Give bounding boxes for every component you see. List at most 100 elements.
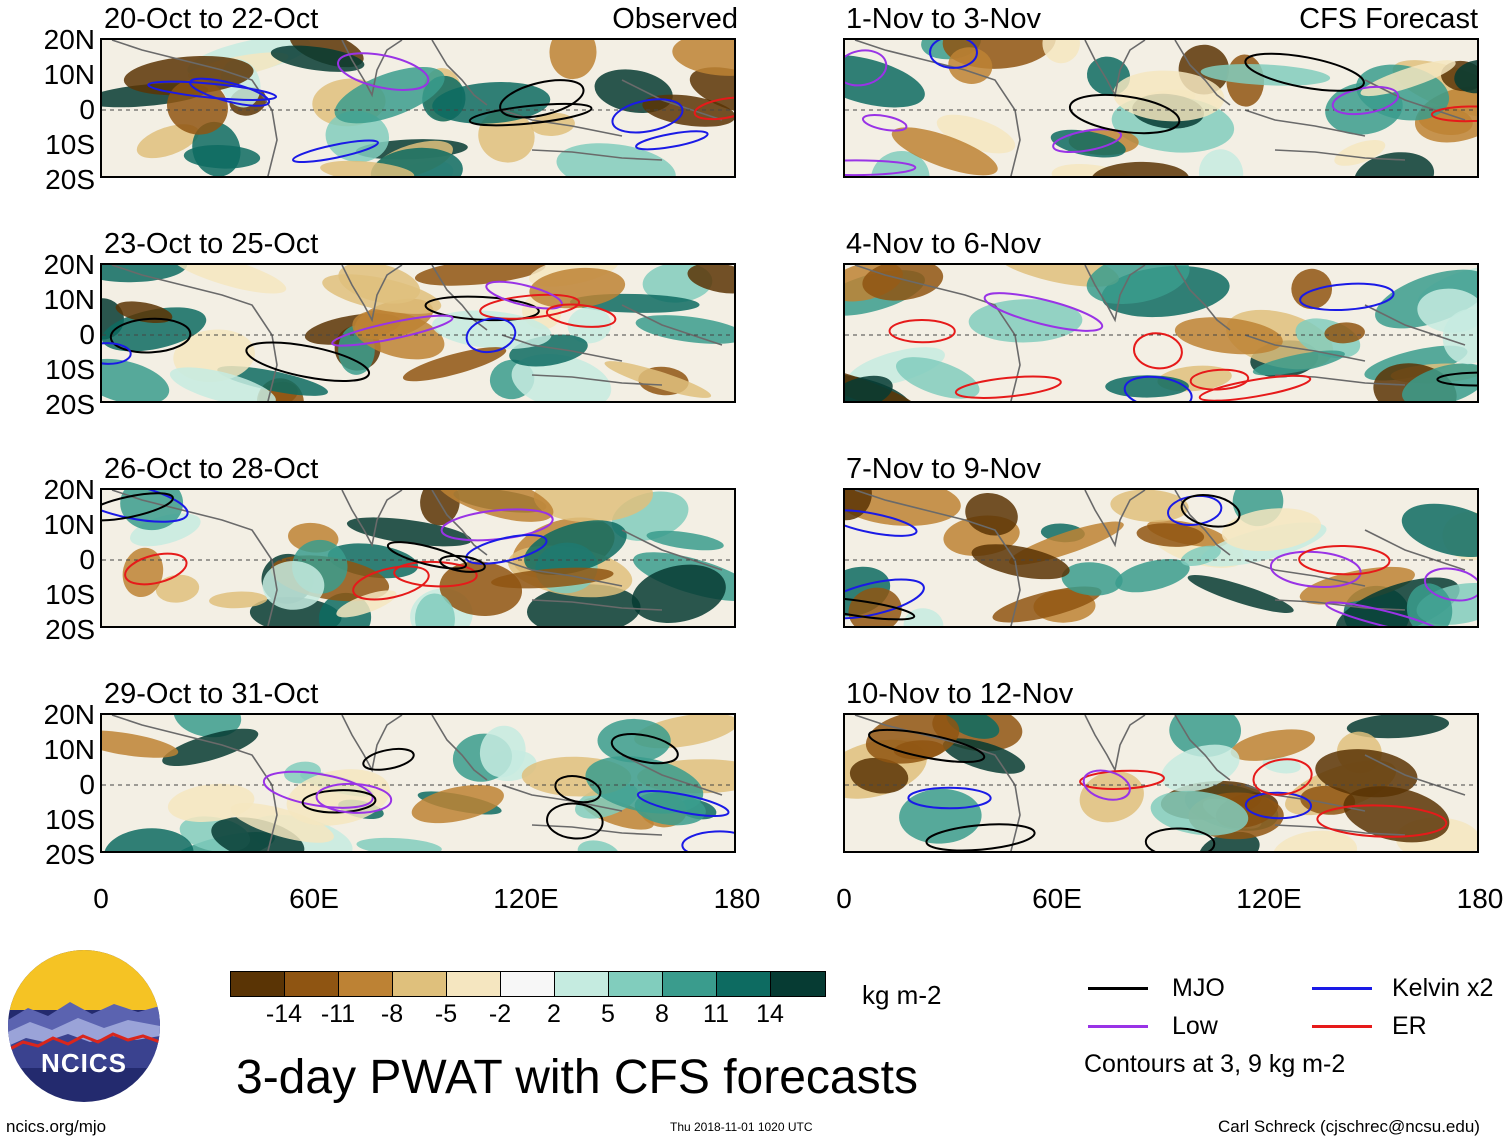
pwat-anomaly-blob — [102, 265, 188, 283]
colorbar — [230, 971, 826, 997]
pwat-field — [845, 490, 1477, 626]
pwat-anomaly-blob — [102, 307, 207, 352]
coastline — [111, 715, 278, 851]
pwat-anomaly-blob — [334, 66, 445, 124]
wave-contour — [1298, 544, 1391, 576]
colorbar-label: -8 — [380, 1000, 404, 1028]
pwat-anomaly-blob — [103, 828, 194, 851]
map-panel — [100, 263, 736, 403]
map-panel — [843, 263, 1479, 403]
y-tick: 20S — [45, 389, 95, 420]
x-tick: 120E — [493, 883, 559, 914]
y-tick: 0 — [79, 769, 95, 800]
coastline — [854, 490, 1021, 626]
wave-contour — [554, 775, 602, 804]
pwat-anomaly-blob — [415, 593, 455, 626]
pwat-anomaly-blob — [1299, 566, 1415, 605]
wave-contour — [315, 782, 393, 814]
wave-contour — [1316, 804, 1448, 838]
pwat-anomaly-blob — [1262, 756, 1301, 774]
pwat-anomaly-blob — [687, 265, 734, 294]
wave-contour — [1052, 128, 1123, 154]
logo-sky — [8, 950, 160, 1010]
pwat-anomaly-blob — [870, 150, 930, 176]
pwat-anomaly-blob — [1334, 139, 1386, 166]
wave-contour — [465, 317, 517, 354]
footer-timestamp: Thu 2018-11-01 1020 UTC — [670, 1120, 813, 1134]
coastline — [341, 40, 403, 98]
coastline — [531, 824, 663, 836]
pwat-anomaly-blob — [992, 586, 1102, 623]
colorbar-units: kg m-2 — [862, 980, 942, 1010]
colorbar-swatch — [447, 972, 501, 996]
colorbar-swatch — [555, 972, 609, 996]
coastline — [501, 559, 623, 587]
y-tick: 20S — [45, 614, 95, 645]
wave-contour — [845, 596, 916, 621]
pwat-anomaly-blob — [631, 564, 726, 623]
footer-credit: Carl Schreck (cjschrec@ncsu.edu) — [1218, 1117, 1480, 1136]
wave-contour — [888, 319, 956, 344]
pwat-anomaly-blob — [845, 490, 872, 521]
pwat-anomaly-blob — [635, 315, 734, 344]
coastline — [111, 490, 278, 626]
pwat-anomaly-blob — [1150, 790, 1249, 836]
wave-contour — [245, 341, 371, 382]
coastline — [531, 374, 663, 386]
wave-contour — [102, 342, 132, 365]
wave-contour — [907, 786, 992, 810]
wave-contour — [147, 80, 278, 101]
legend-label-kelvin: Kelvin x2 — [1392, 974, 1494, 1002]
footer-url: ncics.org/mjo — [6, 1117, 107, 1136]
wave-contour — [386, 541, 468, 570]
colorbar-label: 5 — [601, 1000, 615, 1028]
coastline — [531, 599, 663, 611]
coastline — [1244, 334, 1366, 362]
wave-contour — [331, 314, 454, 347]
pwat-anomaly-blob — [865, 715, 960, 764]
y-tick: 20N — [43, 249, 95, 280]
pwat-anomaly-blob — [209, 591, 268, 609]
wave-contour — [1299, 282, 1395, 312]
wave-contour — [635, 130, 709, 151]
pwat-anomaly-blob — [479, 725, 526, 778]
wave-contour — [1325, 601, 1443, 626]
pwat-anomaly-blob — [169, 367, 276, 401]
pwat-anomaly-blob — [549, 40, 597, 80]
pwat-anomaly-blob — [527, 584, 641, 626]
pwat-anomaly-blob — [336, 590, 397, 618]
panel-title: 29-Oct to 31-Oct — [104, 678, 319, 710]
wave-contour — [393, 560, 478, 588]
pwat-anomaly-blob — [155, 574, 200, 603]
x-tick: 180 — [1456, 883, 1504, 914]
coastline — [621, 529, 723, 571]
x-tick: 0 — [836, 883, 852, 914]
wave-contour — [1252, 758, 1313, 796]
pwat-anomaly-blob — [1113, 70, 1225, 122]
colorbar-label: 11 — [703, 1000, 729, 1028]
coastline — [1174, 265, 1231, 331]
pwat-anomaly-blob — [968, 299, 1083, 343]
pwat-anomaly-blob — [1161, 744, 1240, 792]
y-tick: 20N — [43, 699, 95, 730]
pwat-anomaly-blob — [845, 375, 893, 401]
pwat-anomaly-blob — [1136, 523, 1205, 547]
coastline — [854, 40, 1021, 176]
y-tick: 0 — [79, 319, 95, 350]
map-panel — [100, 38, 736, 178]
pwat-field — [845, 40, 1477, 176]
wave-contour — [1180, 494, 1241, 528]
pwat-anomaly-blob — [845, 54, 925, 108]
pwat-anomaly-blob — [115, 301, 173, 324]
wave-contour — [925, 823, 1036, 851]
wave-contour — [1436, 371, 1477, 387]
pwat-anomaly-blob — [270, 45, 365, 72]
coastline — [1174, 40, 1231, 106]
wave-contour — [545, 303, 617, 328]
coastline — [854, 265, 1021, 401]
coastline — [1244, 109, 1366, 137]
coastline — [1364, 529, 1466, 571]
pwat-anomaly-blob — [604, 361, 712, 398]
wave-contour — [861, 114, 908, 132]
panel-title: 1-Nov to 3-Nov — [846, 3, 1042, 35]
